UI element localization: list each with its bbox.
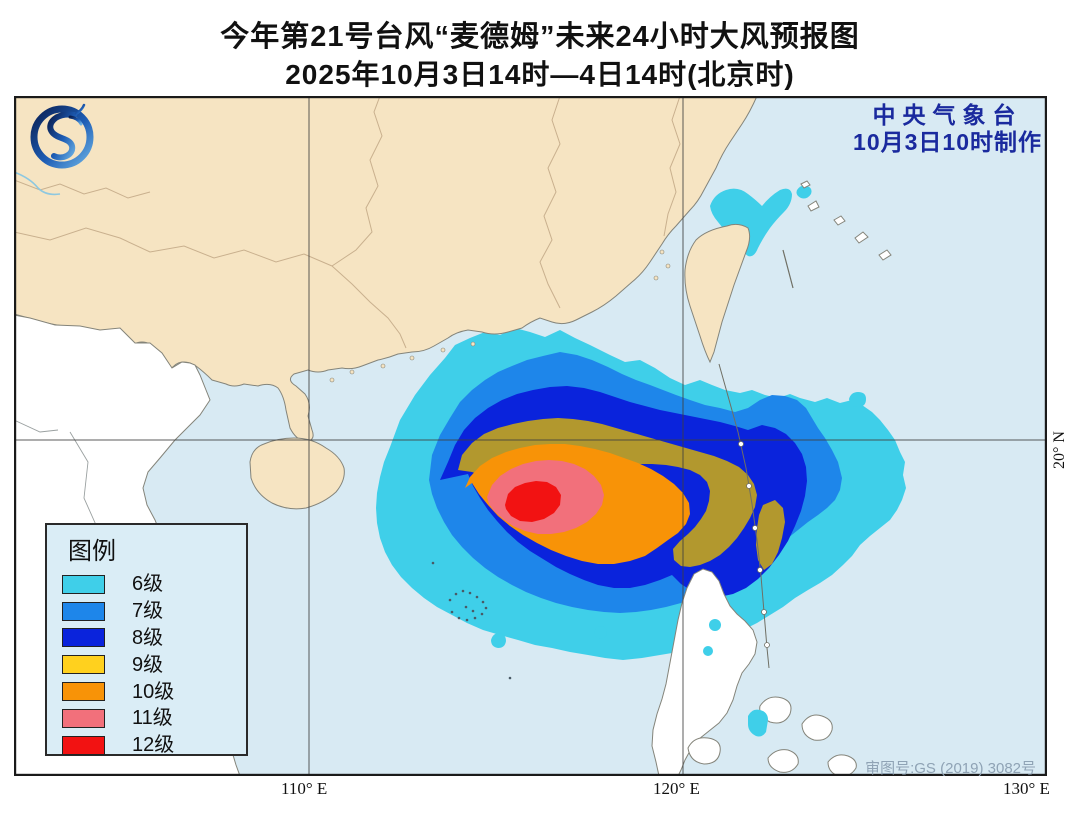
legend-label-7: 7级 xyxy=(132,600,164,623)
agency-block: 中央气象台 10月3日10时制作 xyxy=(853,102,1042,156)
coastal-islets xyxy=(329,249,671,383)
legend-swatch-11 xyxy=(62,708,105,728)
legend-swatch-12 xyxy=(62,735,105,755)
legend-row: 7级 xyxy=(47,598,246,625)
cma-dragon-logo-icon xyxy=(30,103,94,169)
page-title-line2: 2025年10月3日14时—4日14时(北京时) xyxy=(285,59,795,90)
graticule xyxy=(14,96,1047,776)
island-chain xyxy=(718,249,794,669)
legend-swatch-10 xyxy=(62,682,105,702)
river xyxy=(14,171,61,196)
legend-row: 11级 xyxy=(47,705,246,732)
agency-name: 中央气象台 xyxy=(872,102,1023,128)
lon-label-120e: 120° E xyxy=(653,779,700,798)
legend-label-8: 8级 xyxy=(132,626,164,649)
legend-swatch-8 xyxy=(62,628,105,648)
taiwan-island xyxy=(684,223,751,364)
ryukyu-islands xyxy=(800,180,892,261)
legend-label-10: 10级 xyxy=(132,680,175,703)
wind-spots-on-land xyxy=(703,619,768,737)
lat-label-20n: 20° N xyxy=(1051,431,1068,469)
legend-row: 6级 xyxy=(47,571,246,598)
legend-label-11: 11级 xyxy=(132,707,173,730)
lon-label-130e: 130° E xyxy=(1003,779,1050,798)
legend-row: 9级 xyxy=(47,651,246,678)
legend-row: 12级 xyxy=(47,732,246,759)
map-border xyxy=(14,96,1047,776)
legend-swatch-9 xyxy=(62,655,105,675)
wind-area-level12 xyxy=(505,481,561,522)
province-boundaries xyxy=(14,96,681,349)
reef-dots xyxy=(431,561,512,680)
legend-label-9: 9级 xyxy=(132,653,164,676)
hainan-island xyxy=(249,437,345,510)
legend-label-12: 12级 xyxy=(132,734,175,757)
wind-field xyxy=(376,185,906,660)
lon-label-110e: 110° E xyxy=(281,779,328,798)
page-title-line1: 今年第21号台风“麦德姆”未来24小时大风预报图 xyxy=(220,21,860,53)
legend-row: 10级 xyxy=(47,678,246,705)
legend-title: 图例 xyxy=(68,538,116,565)
legend-swatch-6 xyxy=(62,574,105,594)
legend-swatch-7 xyxy=(62,601,105,621)
issue-time: 10月3日10时制作 xyxy=(853,129,1042,155)
map-license: 审图号:GS (2019) 3082号 xyxy=(865,760,1036,777)
legend-label-6: 6级 xyxy=(132,573,164,596)
wind-legend: 图例 6级 7级 8级 9级 10级 11级 12级 xyxy=(45,523,248,756)
legend-row: 8级 xyxy=(47,625,246,652)
visayas-islands xyxy=(687,696,857,776)
